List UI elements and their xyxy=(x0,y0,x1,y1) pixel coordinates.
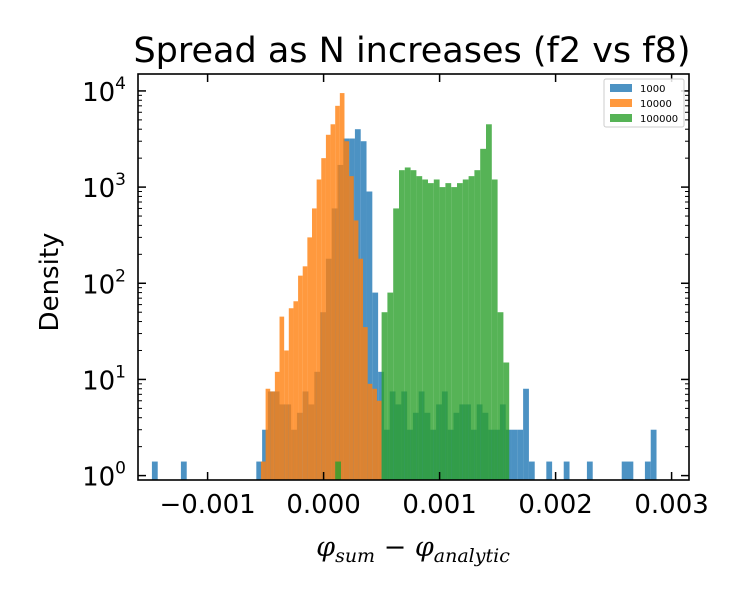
legend-label-10000: 10000 xyxy=(640,99,672,110)
y-tick-label-3: 103 xyxy=(82,170,126,204)
bar-series-10000-bin-13 xyxy=(321,158,326,480)
bar-series-10000-bin-19 xyxy=(349,176,354,480)
bar-series-10000-bin-18 xyxy=(344,141,350,480)
bar-series-100000-bin-2 xyxy=(387,292,394,480)
bar-series-1000-bin-52 xyxy=(586,461,593,480)
bar-series-1000-bin-0 xyxy=(151,461,158,480)
bar-series-10000-bin-1 xyxy=(265,388,271,480)
bar-series-100000-bin-17 xyxy=(474,170,481,481)
y-axis-label: Density xyxy=(35,233,65,332)
legend-label-100000: 100000 xyxy=(640,114,678,125)
bar-series-100000-bin-14 xyxy=(457,183,463,480)
bar-series-1000-bin-47 xyxy=(517,429,524,480)
x-axis-ticks: −0.001 0.000 0.001 0.002 0.003 xyxy=(159,74,709,520)
x-tick-label-0: −0.001 xyxy=(159,490,255,520)
bar-series-1000-bin-46 xyxy=(511,429,518,480)
bar-series-10000-bin-20 xyxy=(353,220,359,480)
bar-series-10000-bin-9 xyxy=(302,266,308,480)
x-tick-label-2: 0.001 xyxy=(402,490,476,520)
bar-series-10000-bin-24 xyxy=(372,388,377,480)
bar-series-100000-bin-16 xyxy=(468,176,475,480)
bar-series-10000-bin-12 xyxy=(316,179,322,481)
plot-frame xyxy=(137,73,690,481)
bar-series-100000-bin-21 xyxy=(497,312,504,480)
y-tick-label-4: 104 xyxy=(82,74,126,108)
legend: 1000 10000 100000 xyxy=(603,78,685,128)
x-axis-label: φsum − φanalytic xyxy=(316,532,510,567)
bar-series-100000-bin-15 xyxy=(462,179,469,481)
bar-series-100000-bin-12 xyxy=(445,183,452,480)
bar-series-10000-bin-22 xyxy=(363,327,368,480)
x-tick-label-4: 0.003 xyxy=(634,490,708,520)
x-label-phi-2: φ xyxy=(415,532,434,563)
y-tick-label-2: 102 xyxy=(82,266,126,300)
bar-series-10000-bin-21 xyxy=(358,258,364,480)
bar-series-100000-bin-3 xyxy=(393,208,399,480)
bar-series-100000-bin-18 xyxy=(480,148,486,480)
bar-series-10000-bin-2 xyxy=(270,391,275,480)
bar-series-1000-bin-20 xyxy=(360,141,367,480)
legend-swatch-10000 xyxy=(610,99,632,107)
x-tick-label-1: 0.000 xyxy=(286,490,360,520)
bar-series-100000-bin-6 xyxy=(410,170,417,481)
bar-series-10000-bin-0 xyxy=(260,461,266,480)
bar-series-1000-bin-53 xyxy=(621,461,634,480)
bar-series-10000-bin-16 xyxy=(335,105,340,480)
bar-series-100000-bin-4 xyxy=(399,170,405,481)
legend-swatch-1000 xyxy=(610,84,632,92)
bar-series-100000-bin-7 xyxy=(416,176,423,480)
legend-label-1000: 1000 xyxy=(640,84,665,95)
bar-series-100000-bin-5 xyxy=(404,167,411,480)
x-label-sub-sum: sum xyxy=(335,545,375,567)
bar-series-1000-bin-3 xyxy=(262,429,268,480)
bar-series-1000-bin-49 xyxy=(528,461,535,480)
bar-series-10000-bin-14 xyxy=(325,134,331,480)
x-label-phi-1: φ xyxy=(316,532,335,563)
bar-series-1000-bin-48 xyxy=(523,388,529,480)
bar-series-100000-bin-8 xyxy=(422,179,428,481)
bar-series-100000-bin-20 xyxy=(491,179,498,481)
bar-series-100000-bin-13 xyxy=(451,187,457,480)
bar-series-10000-bin-5 xyxy=(284,350,289,480)
y-tick-label-0: 100 xyxy=(82,459,126,493)
bar-series-100000-bin-19 xyxy=(486,124,492,480)
x-label-sub-analytic: analytic xyxy=(434,545,510,567)
bar-series-1000-bin-22 xyxy=(372,292,379,480)
bar-series-10000-bin-10 xyxy=(307,237,312,480)
y-axis-ticks: 100 101 102 103 104 xyxy=(82,74,689,493)
bar-series-10000-bin-25 xyxy=(376,400,382,480)
bar-series-100000-bin-11 xyxy=(439,187,446,480)
bar-series-1000-bin-1 xyxy=(180,461,187,480)
bar-series-1000-bin-54 xyxy=(644,461,651,480)
y-tick-label-1: 101 xyxy=(82,362,126,396)
bar-series-100000-bin-1 xyxy=(381,312,388,480)
legend-swatch-100000 xyxy=(610,114,632,122)
bar-series-10000-bin-8 xyxy=(298,275,303,480)
bar-series-10000-bin-7 xyxy=(293,301,299,480)
bar-series-10000-bin-11 xyxy=(312,208,317,480)
bar-series-10000-bin-15 xyxy=(330,124,336,480)
bar-series-1000-bin-50 xyxy=(546,461,553,480)
bar-series-10000-bin-17 xyxy=(339,93,345,480)
bar-series-10000-bin-3 xyxy=(274,371,280,480)
bar-series-1000-bin-55 xyxy=(650,429,657,480)
bar-series-10000-bin-4 xyxy=(279,316,285,480)
bar-series-100000-bin-22 xyxy=(503,362,510,480)
x-label-minus: − xyxy=(375,532,415,563)
bar-series-1000-bin-51 xyxy=(563,461,570,480)
bar-series-100000-bin-10 xyxy=(433,179,440,481)
bar-series-100000-bin-9 xyxy=(428,183,434,480)
bar-series-1000-bin-2 xyxy=(256,461,263,480)
histogram-bars xyxy=(151,93,657,481)
bar-series-10000-bin-6 xyxy=(288,308,294,480)
chart-title: Spread as N increases (f2 vs f8) xyxy=(133,31,690,71)
bar-series-10000-bin-23 xyxy=(367,383,373,480)
bar-series-100000-bin-0 xyxy=(335,461,341,480)
x-tick-label-3: 0.002 xyxy=(518,490,592,520)
bar-series-1000-bin-21 xyxy=(366,191,373,480)
